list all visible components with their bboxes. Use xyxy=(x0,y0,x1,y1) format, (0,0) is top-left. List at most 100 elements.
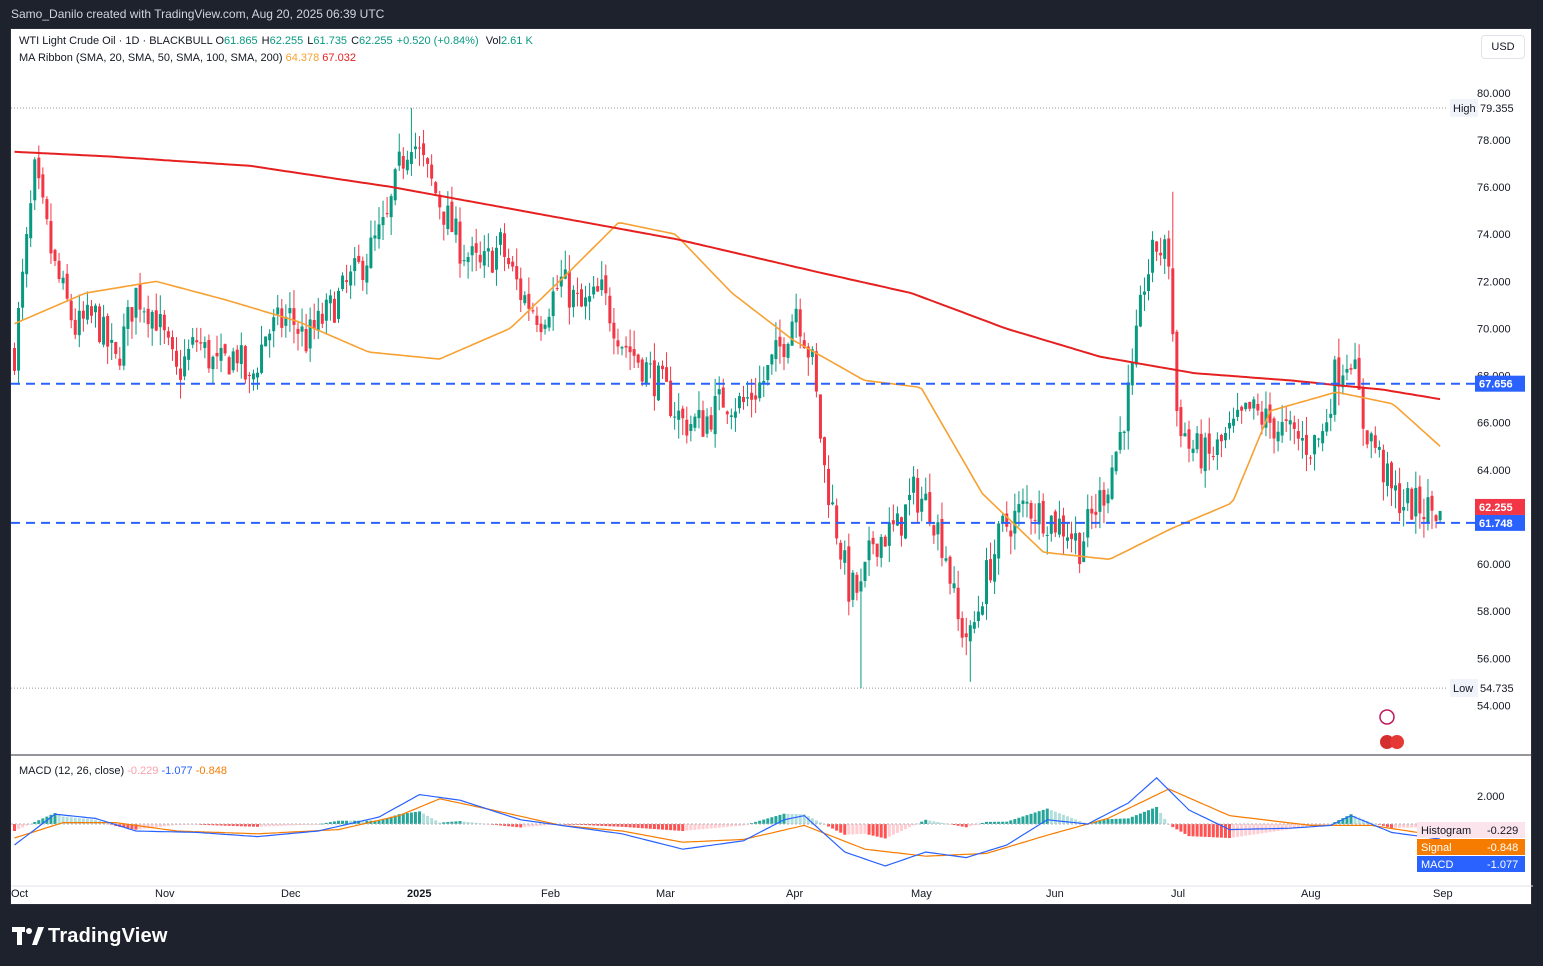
macd-hist-bar xyxy=(908,824,912,828)
candle xyxy=(1187,420,1191,463)
candle-body xyxy=(762,381,766,384)
candle-body xyxy=(1309,457,1312,459)
candle-body xyxy=(742,397,745,403)
macd-hist-bar xyxy=(1300,824,1304,827)
candle-body xyxy=(1053,511,1057,533)
macd-hist-bar xyxy=(288,824,292,826)
candle xyxy=(754,378,758,414)
high-tag-label: High xyxy=(1453,103,1476,115)
candle xyxy=(49,203,53,264)
candle-body xyxy=(831,502,835,505)
candle xyxy=(1215,432,1219,470)
macd-hist-bar xyxy=(1402,824,1406,828)
candle-body xyxy=(61,277,65,284)
price-tick-label: 80.000 xyxy=(1477,88,1511,100)
candle xyxy=(1422,498,1426,538)
candle xyxy=(985,547,988,620)
candle-body xyxy=(1090,508,1094,514)
candle-body xyxy=(1426,497,1430,523)
candle-body xyxy=(1438,510,1442,521)
candle-body xyxy=(1341,375,1345,388)
candle-body xyxy=(158,314,162,328)
candle-body xyxy=(1236,409,1240,417)
candle-body xyxy=(482,251,486,266)
candle xyxy=(1434,514,1438,529)
chart-frame[interactable]: 80.00078.00076.00074.00072.00070.00068.0… xyxy=(10,28,1533,906)
candle-body xyxy=(207,339,211,369)
macd-hist-bar xyxy=(754,821,758,824)
candle-body xyxy=(1183,433,1187,437)
candle-body xyxy=(1126,382,1130,432)
candle-body xyxy=(547,316,551,328)
candle xyxy=(81,301,85,332)
macd-hist-bar xyxy=(1203,824,1207,837)
macd-hist-bar xyxy=(300,824,304,826)
candle-body xyxy=(17,308,21,371)
macd-hist-bar xyxy=(648,824,652,829)
candle-body xyxy=(175,350,178,367)
price-chart[interactable]: 80.00078.00076.00074.00072.00070.00068.0… xyxy=(11,29,1533,906)
candle xyxy=(766,364,770,386)
ohlc-values: O61.865 H62.255 L61.735 C62.255 +0.520 (+0.8… xyxy=(215,35,482,47)
candle xyxy=(782,337,786,371)
candle-body xyxy=(324,299,328,321)
macd-hist-bar xyxy=(899,824,903,831)
candle-body xyxy=(33,159,37,201)
candle-body xyxy=(956,587,960,620)
histogram-tag-value: -0.229 xyxy=(1487,825,1518,837)
candle xyxy=(1013,493,1017,550)
candle-body xyxy=(1114,451,1118,472)
candle xyxy=(146,295,150,338)
candle-body xyxy=(85,304,89,320)
candle xyxy=(191,327,195,349)
candle xyxy=(940,502,944,567)
currency-button[interactable]: USD xyxy=(1481,35,1525,59)
macd-hist-bar xyxy=(401,813,405,824)
macd-hist-bar xyxy=(41,818,45,824)
candle-body xyxy=(1074,533,1078,541)
symbol-legend: WTI Light Crude Oil · 1D · BLACKBULL O61… xyxy=(19,35,533,47)
candle-body xyxy=(1013,510,1017,534)
macd-hist-bar xyxy=(1398,824,1402,828)
macd-hist-bar xyxy=(296,824,300,826)
macd-hist-bar xyxy=(527,824,531,827)
candle xyxy=(1414,471,1418,534)
level-tag-bg xyxy=(1475,375,1525,392)
candles xyxy=(13,108,1442,689)
macd-hist-bar xyxy=(430,818,434,824)
candle-body xyxy=(413,146,417,150)
candle-body xyxy=(867,540,871,561)
candle-body xyxy=(65,273,69,299)
macd-tag-value: -1.077 xyxy=(1487,859,1518,871)
macd-hist-bar xyxy=(494,824,498,826)
candle xyxy=(1029,500,1033,535)
candle-body xyxy=(908,495,912,501)
candle xyxy=(1337,338,1341,406)
macd-hist-bar xyxy=(604,824,608,827)
candle xyxy=(1333,355,1337,422)
candle-body xyxy=(304,328,308,352)
macd-hist-bar xyxy=(470,822,474,824)
candle xyxy=(324,293,328,334)
candle xyxy=(122,313,126,371)
candle-body xyxy=(203,342,207,349)
candle xyxy=(397,133,401,171)
candle xyxy=(223,343,227,357)
candle-body xyxy=(288,308,292,314)
ohlc-value: 61.865 xyxy=(224,35,258,47)
macd-hist-bar xyxy=(1070,817,1074,824)
candle-body xyxy=(1078,533,1082,565)
candle-body xyxy=(806,346,810,358)
candle-body xyxy=(980,606,984,615)
candle xyxy=(1304,416,1308,472)
candle xyxy=(150,309,154,346)
candle xyxy=(1167,230,1171,280)
candle-body xyxy=(596,286,600,292)
candle-body xyxy=(1151,239,1155,273)
candle xyxy=(588,282,592,321)
candle-body xyxy=(195,340,199,343)
candle xyxy=(377,207,381,249)
volume-label: Vol xyxy=(485,35,501,47)
candle-body xyxy=(320,313,324,324)
macd-hist-bar xyxy=(251,824,255,827)
